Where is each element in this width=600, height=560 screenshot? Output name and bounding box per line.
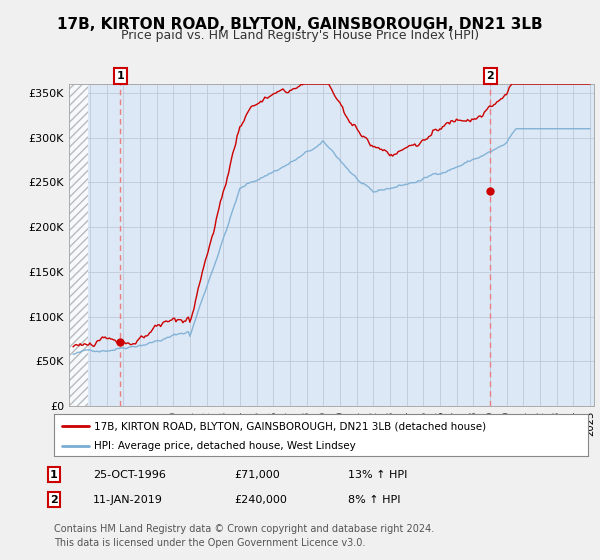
- Text: 8% ↑ HPI: 8% ↑ HPI: [348, 494, 401, 505]
- Text: 2: 2: [487, 71, 494, 81]
- Text: 1: 1: [116, 71, 124, 81]
- Text: 1: 1: [50, 470, 58, 480]
- Text: 17B, KIRTON ROAD, BLYTON, GAINSBOROUGH, DN21 3LB (detached house): 17B, KIRTON ROAD, BLYTON, GAINSBOROUGH, …: [94, 421, 486, 431]
- Text: 11-JAN-2019: 11-JAN-2019: [93, 494, 163, 505]
- Text: 25-OCT-1996: 25-OCT-1996: [93, 470, 166, 480]
- Text: HPI: Average price, detached house, West Lindsey: HPI: Average price, detached house, West…: [94, 441, 356, 451]
- Text: £71,000: £71,000: [234, 470, 280, 480]
- Text: 2: 2: [50, 494, 58, 505]
- Text: £240,000: £240,000: [234, 494, 287, 505]
- Text: Contains HM Land Registry data © Crown copyright and database right 2024.
This d: Contains HM Land Registry data © Crown c…: [54, 524, 434, 548]
- Bar: [69, 84, 88, 406]
- Text: 17B, KIRTON ROAD, BLYTON, GAINSBOROUGH, DN21 3LB: 17B, KIRTON ROAD, BLYTON, GAINSBOROUGH, …: [57, 17, 543, 32]
- Text: 13% ↑ HPI: 13% ↑ HPI: [348, 470, 407, 480]
- Text: Price paid vs. HM Land Registry's House Price Index (HPI): Price paid vs. HM Land Registry's House …: [121, 29, 479, 42]
